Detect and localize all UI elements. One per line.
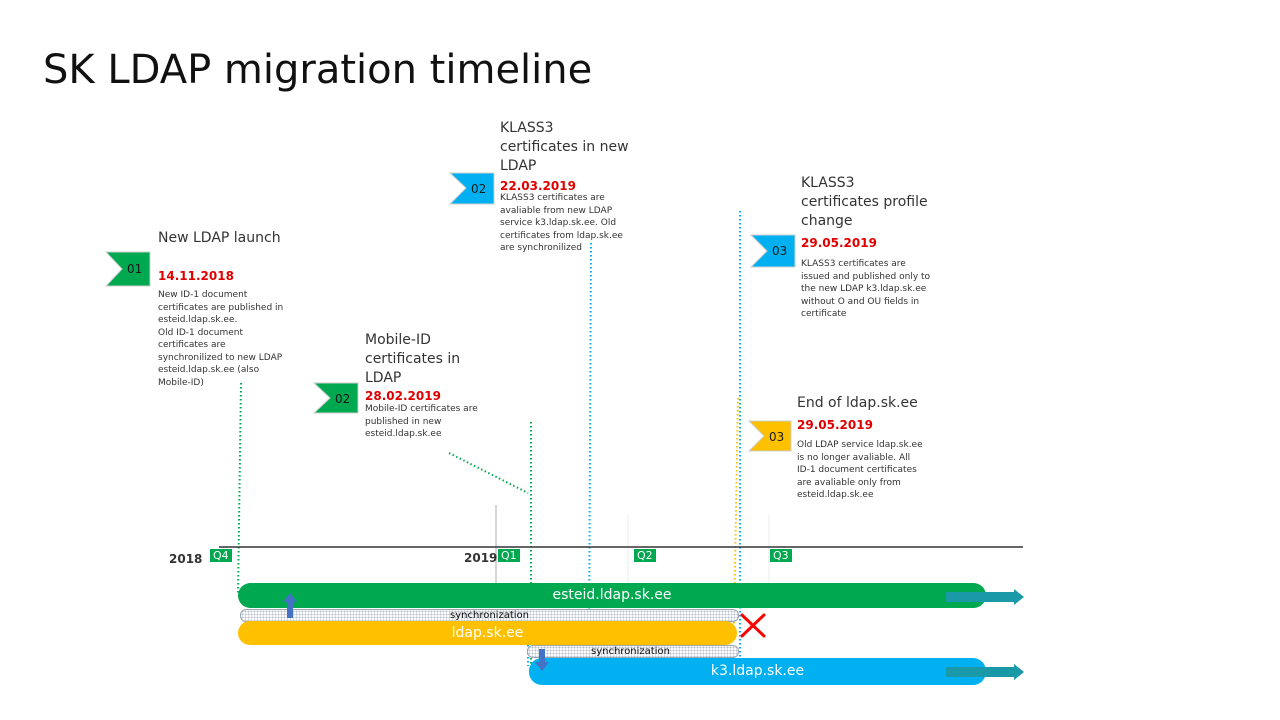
quarter-label-q4: Q4	[210, 549, 232, 562]
milestone-date: 29.05.2019	[797, 418, 873, 432]
quarter-label-q2: Q2	[634, 549, 656, 562]
flag-number: 03	[769, 430, 785, 444]
sync-bar-ldap-k3: synchronization	[527, 645, 739, 658]
flag-shape-yellow	[747, 420, 792, 452]
quarter-label-q1: Q1	[498, 549, 520, 562]
flag-shape-blue	[448, 172, 495, 205]
flag-shape-green	[104, 251, 151, 287]
milestone-flag-01: 01	[104, 251, 151, 287]
milestone-heading: Mobile-ID certificates in LDAP	[365, 332, 461, 386]
flag-number: 02	[471, 182, 487, 196]
bar-k3: k3.ldap.sk.ee	[529, 658, 986, 685]
flag-number: 02	[335, 392, 351, 406]
milestone-description: Old LDAP service ldap.sk.ee is no longer…	[797, 440, 923, 500]
guide-line-02-diag	[448, 452, 529, 494]
milestone-description: New ID-1 document certificates are publi…	[158, 290, 284, 388]
milestone-description: KLASS3 certificates are issued and publi…	[801, 259, 931, 319]
milestone-flag-03-klass3: 03	[749, 234, 796, 268]
bar-ldap: ldap.sk.ee	[238, 621, 737, 645]
flag-number: 03	[772, 244, 788, 258]
flag-shape-green	[312, 382, 359, 414]
year-label-2019: 2019	[464, 551, 498, 565]
milestone-date: 28.02.2019	[365, 389, 441, 403]
page-title: SK LDAP migration timeline	[43, 47, 593, 93]
guide-line-01	[237, 382, 242, 596]
milestone-date: 22.03.2019	[500, 179, 576, 193]
milestone-heading: End of ldap.sk.ee	[797, 395, 918, 411]
milestone-flag-02-mobile: 02	[312, 382, 359, 414]
flag-shape-blue	[749, 234, 796, 268]
milestone-flag-02-klass3: 02	[448, 172, 495, 205]
milestone-heading: KLASS3 certificates profile change	[801, 175, 928, 229]
year-label-2018: 2018	[169, 552, 203, 566]
quarter-label-q3: Q3	[770, 549, 792, 562]
milestone-heading: KLASS3 certificates in new LDAP	[500, 120, 629, 174]
milestone-date: 14.11.2018	[158, 269, 234, 283]
milestone-description: Mobile-ID certificates are published in …	[365, 404, 478, 439]
milestone-flag-03-end: 03	[747, 420, 792, 452]
flag-number: 01	[127, 262, 143, 276]
bar-esteid: esteid.ldap.sk.ee	[238, 583, 986, 608]
milestone-description: KLASS3 certificates are avaliable from n…	[500, 193, 623, 253]
milestone-date: 29.05.2019	[801, 236, 877, 250]
milestone-heading: New LDAP launch	[158, 230, 281, 246]
